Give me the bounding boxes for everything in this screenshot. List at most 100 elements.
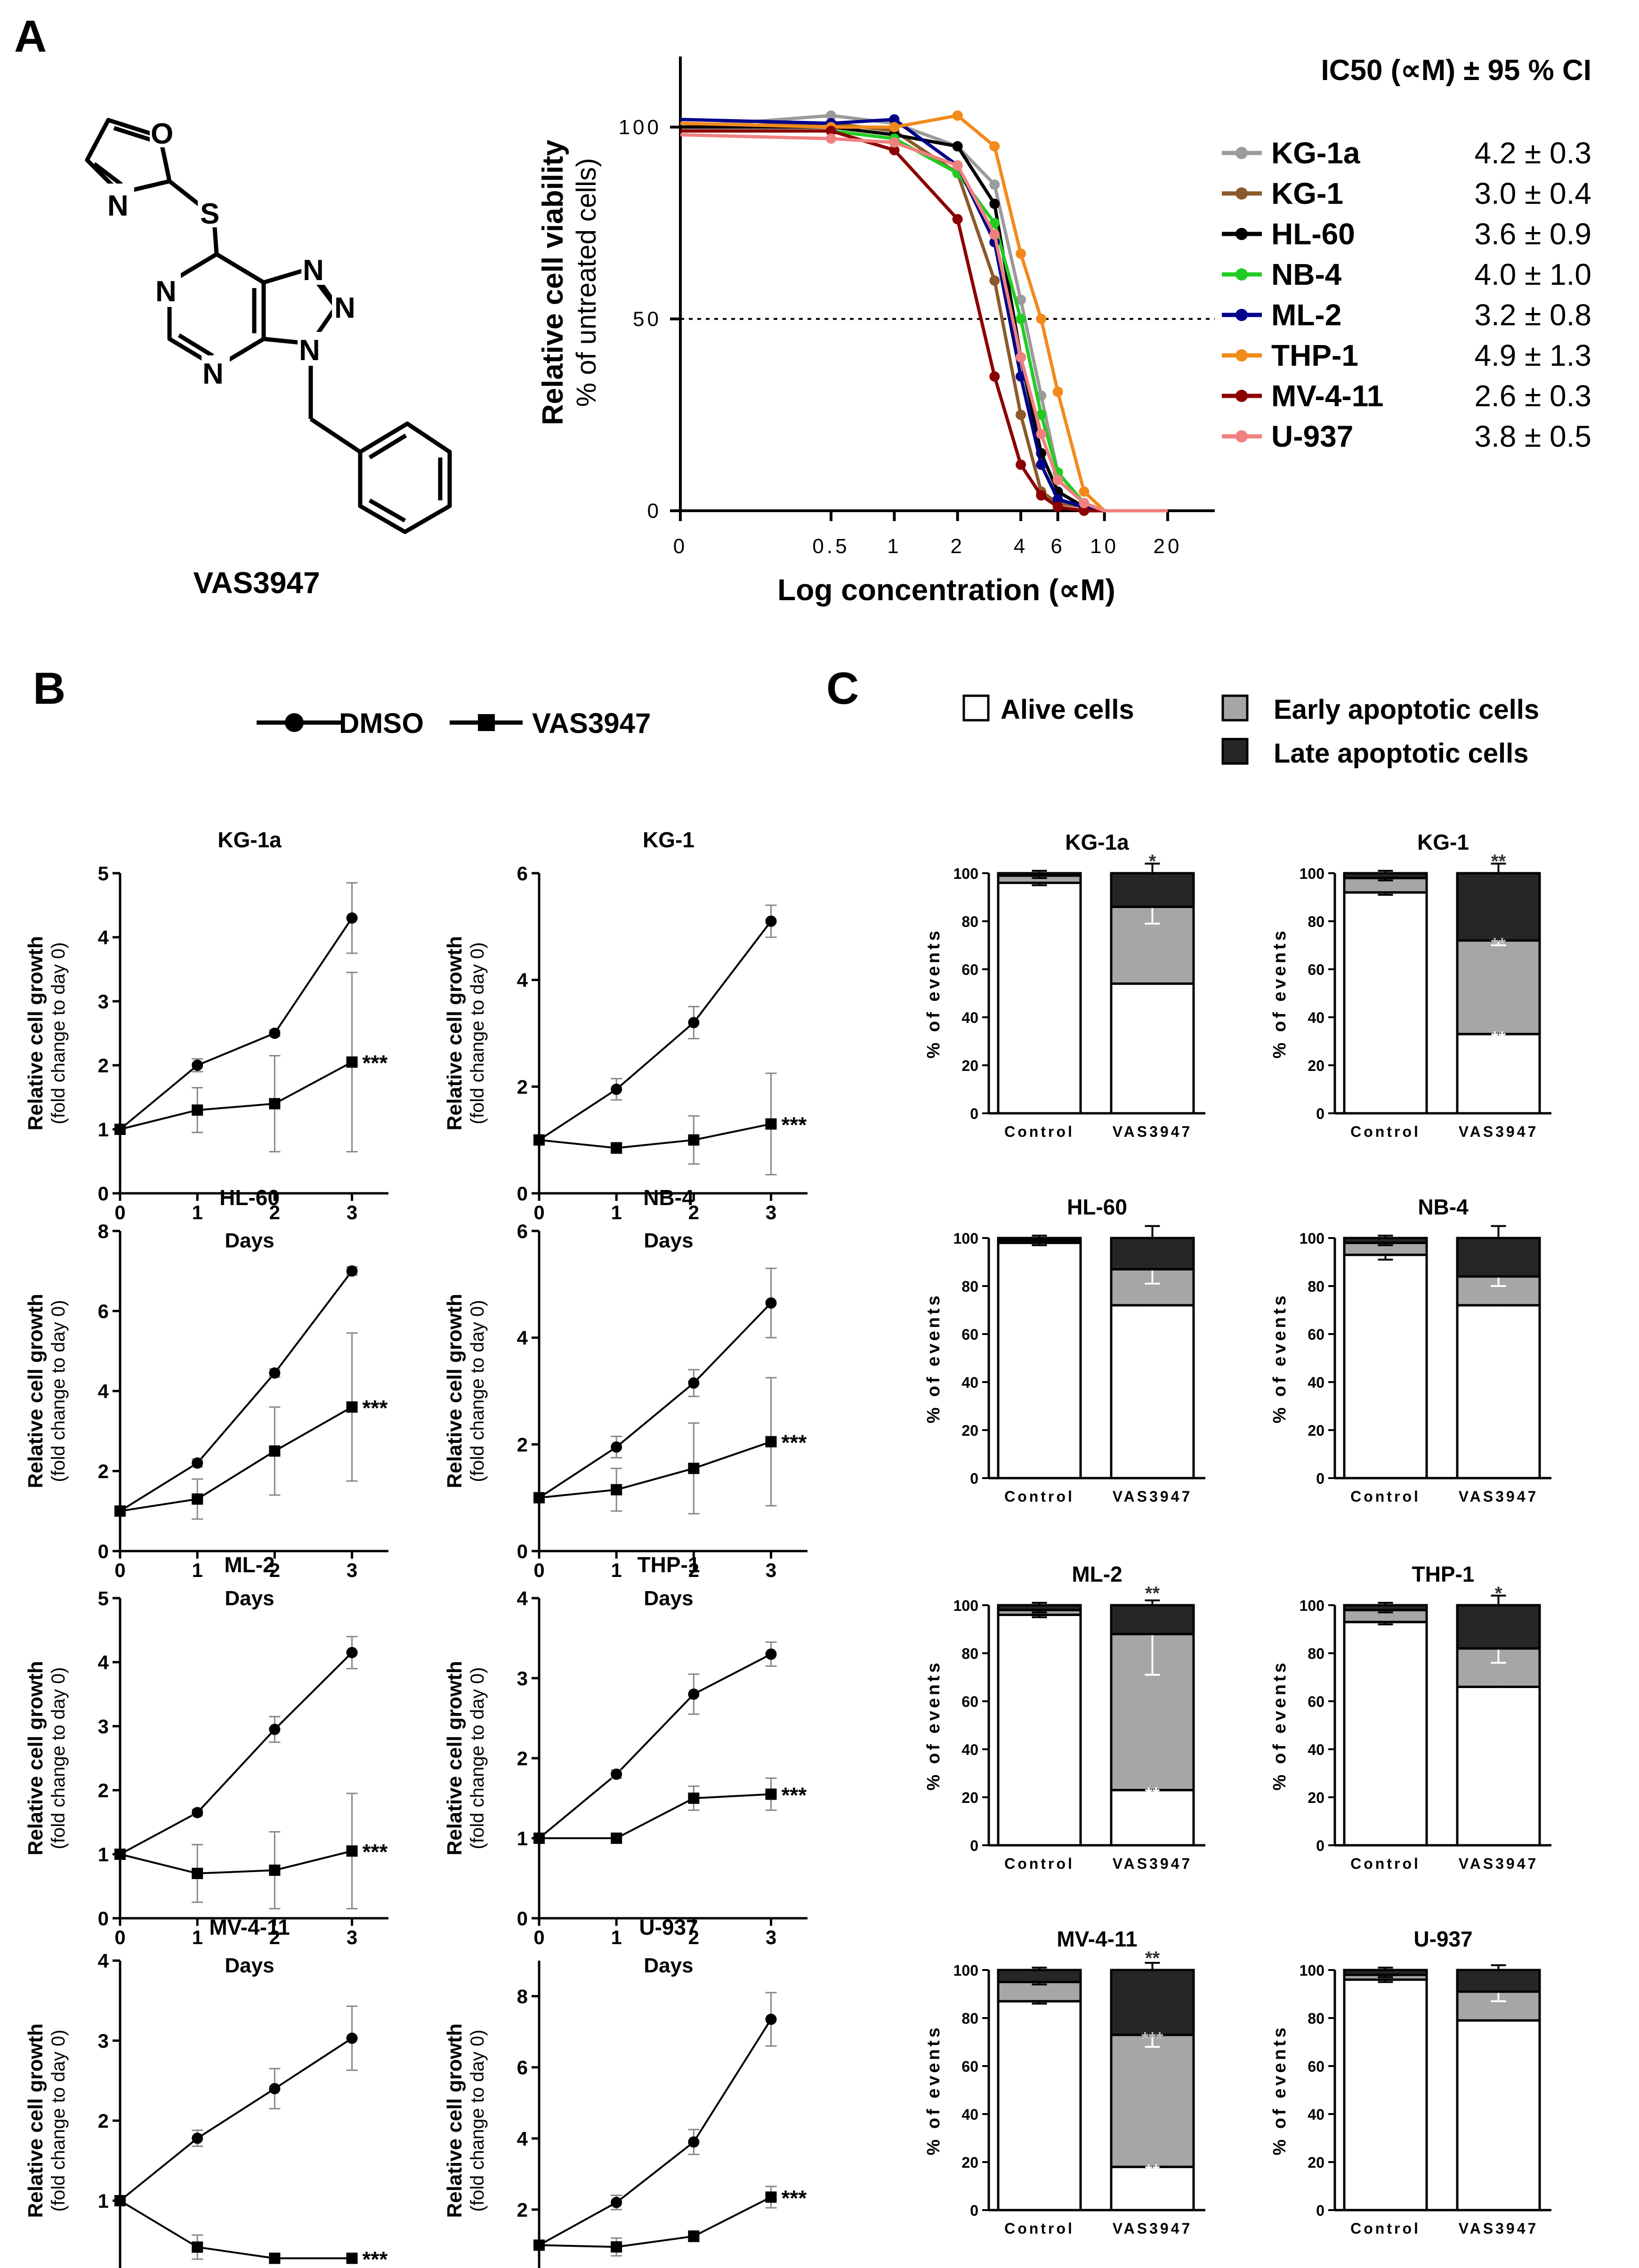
y-tick-label: 0	[1316, 1470, 1324, 1487]
point-vas3947	[533, 1492, 545, 1504]
significance-label: ***	[363, 2247, 388, 2268]
line-vas3947	[120, 1406, 353, 1512]
y-tick-label: 20	[1308, 1422, 1324, 1439]
x-tick-label: 1	[611, 1559, 622, 1581]
bar-vas3947-late-apoptotic-cells	[1456, 872, 1541, 942]
point-dmso	[269, 1028, 281, 1039]
line-dmso	[538, 1653, 772, 1839]
point-vas3947	[346, 2252, 358, 2264]
panel-label-a: A	[14, 11, 47, 62]
point-dmso	[269, 1367, 281, 1379]
bar-vas3947-late-apoptotic-cells	[1456, 1604, 1541, 1650]
point-vas3947	[114, 1849, 126, 1860]
atom-n5: N	[299, 334, 320, 367]
legend-marker-thp-1	[1235, 349, 1248, 362]
bar-control-late-apoptotic-cells	[1343, 1969, 1428, 1976]
point-vas3947	[192, 2241, 203, 2253]
y-tick-label: 5	[98, 1587, 109, 1609]
point-u-937	[1052, 475, 1063, 485]
y-tick-label: 20	[961, 1789, 978, 1806]
y-axis-subtitle: (fold change to day 0)	[48, 2030, 69, 2212]
x-tick-label: VAS3947	[1113, 2220, 1193, 2237]
y-tick-label: 2	[98, 2110, 109, 2132]
point-dmso	[611, 1769, 622, 1780]
y-axis-subtitle: (fold change to day 0)	[48, 1300, 69, 1482]
legend-marker-u-937	[1235, 430, 1248, 442]
y-axis-subtitle: (fold change to day 0)	[467, 942, 488, 1125]
y-tick-label: 2	[98, 1054, 109, 1077]
y-axis-title: % of events	[924, 928, 944, 1058]
point-dmso	[765, 916, 777, 927]
y-tick-label: 3	[98, 1715, 109, 1737]
point-vas3947	[533, 1134, 545, 1146]
bar-vas3947-alive-cells	[1456, 1304, 1541, 1480]
apoptosis-chart-thp-1: THP-1 0 20 40 60 80 100 % of events Control VAS39…	[1270, 1562, 1551, 1872]
point-vas3947	[688, 1463, 700, 1474]
point-vas3947	[269, 1445, 281, 1457]
legend-early: Early apoptotic cells	[1274, 694, 1539, 725]
y-tick-label: 40	[1308, 1009, 1324, 1026]
x-tick-label: 2	[950, 535, 964, 558]
point-vas3947	[269, 1865, 281, 1876]
ic50-value-kg-1a: 4.2 ± 0.3	[1474, 136, 1591, 170]
chart-title: KG-1	[643, 828, 694, 852]
x-tick-label: 6	[1050, 535, 1065, 558]
point-dmso	[346, 1265, 358, 1277]
y-axis-title: Relative cell growth	[443, 1661, 466, 1855]
ic50-value-mv-4-11: 2.6 ± 0.3	[1474, 379, 1591, 413]
y-tick-label: 100	[953, 1962, 978, 1979]
point-dmso	[346, 2032, 358, 2044]
legend-label-u-937: U-937	[1271, 419, 1353, 453]
x-tick-label: 1	[611, 1201, 622, 1223]
y-tick-label: 40	[961, 2106, 978, 2123]
point-mv-4-11	[1052, 501, 1063, 512]
panel-c-legend: Alive cells Early apoptotic cells Late a…	[962, 694, 1539, 769]
y-tick-label: 4	[517, 969, 528, 991]
significance-label: ***	[363, 1840, 388, 1864]
point-vas3947	[765, 1788, 777, 1800]
line-vas3947	[539, 2196, 772, 2248]
bar-control-late-apoptotic-cells	[997, 1237, 1082, 1242]
y-tick-label: 100	[953, 1230, 978, 1247]
y-tick-label: 0	[517, 1907, 528, 1930]
bar-vas3947-late-apoptotic-cells	[1110, 1969, 1195, 2036]
x-tick-label: 20	[1154, 535, 1182, 558]
point-thp-1	[989, 141, 1000, 152]
point-dmso	[346, 1647, 358, 1658]
point-vas3947	[192, 1867, 203, 1879]
point-thp-1	[952, 110, 963, 121]
y-tick-label: 100	[619, 116, 662, 139]
point-dmso	[269, 2083, 281, 2094]
point-ml-2	[1016, 371, 1026, 382]
y-axis-title: % of events	[1270, 1293, 1290, 1423]
atom-n2: N	[202, 358, 224, 390]
point-thp-1	[1036, 314, 1047, 324]
legend-marker-mv-4-11	[1235, 390, 1248, 402]
point-vas3947	[611, 1833, 622, 1844]
y-tick-label: 40	[961, 1009, 978, 1026]
x-axis-title: Days	[225, 1954, 274, 1977]
point-dmso	[765, 1649, 777, 1660]
significance-late: *	[1149, 851, 1156, 872]
y-tick-label: 80	[961, 913, 978, 930]
point-kg-1	[989, 275, 1000, 286]
y-axis-title: Relative cell growth	[443, 1294, 466, 1488]
x-tick-label: 2	[269, 1559, 280, 1581]
x-tick-label: 1	[611, 1926, 622, 1948]
y-axis-title: % of events	[1270, 928, 1290, 1058]
chart-title: MV-4-11	[1057, 1927, 1137, 1951]
x-tick-label: 2	[688, 1559, 699, 1581]
point-ml-2	[1052, 494, 1063, 505]
y-tick-label: 3	[517, 1667, 528, 1689]
apoptosis-chart-kg-1: KG-1 0 20 40 60 80 100 % of events Control VAS394…	[1270, 830, 1551, 1140]
y-tick-label: 4	[98, 1651, 109, 1673]
point-dmso	[269, 1723, 281, 1735]
point-vas3947	[269, 2252, 281, 2264]
panel-label-b: B	[33, 663, 65, 714]
y-tick-label: 60	[1308, 1693, 1324, 1710]
y-tick-label: 4	[517, 1327, 528, 1349]
y-tick-label: 4	[98, 1380, 109, 1402]
growth-chart-u-937: U-937024680123DaysRelative cell growth(f…	[443, 1915, 807, 2268]
bar-control-alive-cells	[1343, 1978, 1428, 2212]
